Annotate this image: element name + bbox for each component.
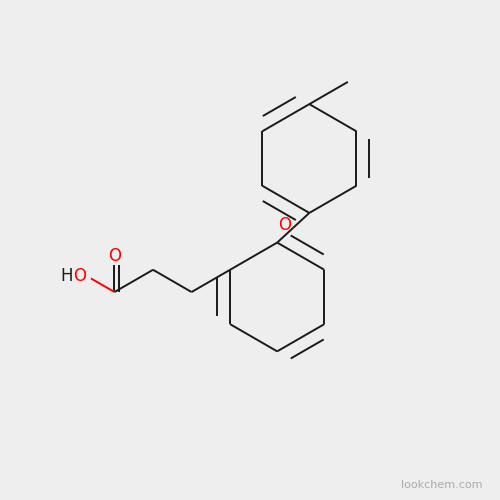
Text: O: O	[108, 247, 121, 265]
Text: lookchem.com: lookchem.com	[401, 480, 482, 490]
Text: O: O	[278, 216, 291, 234]
Text: H: H	[60, 268, 72, 285]
Text: O: O	[74, 268, 86, 285]
